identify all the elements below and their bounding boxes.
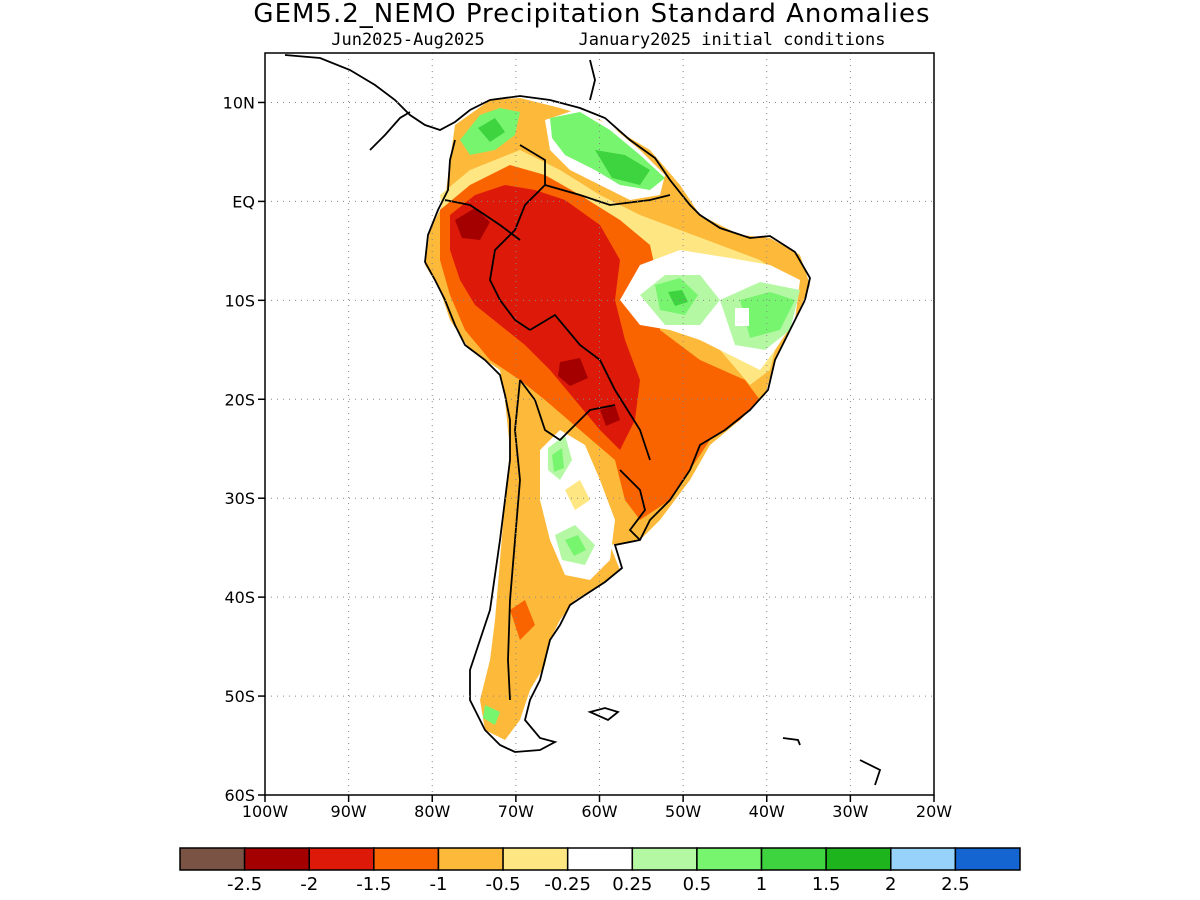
colorbar-swatch	[566, 847, 634, 871]
colorbar-swatch	[696, 847, 763, 871]
colorbar-swatch	[825, 847, 892, 871]
latitude-axis: 10N EQ 10S 20S 30S 40S 50S 60S	[223, 93, 265, 805]
anomaly-region-plus-0-5	[740, 292, 795, 338]
colorbar-swatch	[954, 847, 1021, 871]
longitude-tick-label: 20W	[916, 802, 952, 821]
colorbar-swatch	[437, 847, 504, 871]
country-border	[544, 184, 671, 206]
island-outline	[589, 59, 596, 101]
anomaly-region-minus-0-25	[565, 480, 590, 510]
colorbar-label: -0.25	[544, 874, 591, 895]
colorbar-swatch	[308, 847, 375, 871]
longitude-tick-label: 50W	[665, 802, 701, 821]
colorbar-label: -1	[429, 874, 447, 895]
map-panel: 10N EQ 10S 20S 30S 40S 50S 60S 100W 90W 80W 70W 60W…	[223, 52, 952, 821]
colorbar-label: 0.25	[612, 874, 652, 895]
latitude-tick-label: 10N	[223, 93, 255, 112]
anomaly-region-plus-0-5	[483, 705, 500, 725]
colorbar-label: 2	[885, 874, 896, 895]
map-title: GEM5.2_NEMO Precipitation Standard Anoma…	[253, 0, 930, 29]
colorbar-swatch	[179, 847, 246, 871]
latitude-tick-label: 50S	[224, 687, 255, 706]
longitude-tick-label: 90W	[331, 802, 367, 821]
initial-conditions: January2025 initial conditions	[578, 30, 885, 50]
island-outline	[587, 707, 620, 722]
colorbar-label: 2.5	[941, 874, 970, 895]
longitude-tick-label: 60W	[581, 802, 617, 821]
latitude-tick-label: 10S	[224, 291, 255, 310]
anomaly-region-minus-2	[600, 405, 620, 426]
island-outline	[859, 759, 882, 786]
latitude-tick-label: 20S	[224, 390, 255, 409]
colorbar-swatch	[631, 847, 698, 871]
latitude-tick-label: 40S	[224, 588, 255, 607]
country-border	[489, 144, 546, 331]
latitude-tick-label: 60S	[224, 786, 255, 805]
island-outline	[782, 737, 801, 746]
colorbar: -2.5 -2 -1.5 -1 -0.5 -0.25 0.25 0.5 1 1.5 2 2.5	[179, 847, 1021, 895]
forecast-period: Jun2025-Aug2025	[331, 30, 485, 50]
country-border	[444, 199, 521, 241]
longitude-tick-label: 40W	[749, 802, 785, 821]
graticule	[265, 53, 934, 795]
longitude-axis: 100W 90W 80W 70W 60W 50W 40W 30W 20W	[242, 795, 952, 821]
anomaly-field	[425, 98, 810, 740]
longitude-tick-label: 100W	[242, 802, 289, 821]
anomaly-region-plus-0-5	[552, 448, 564, 472]
anomaly-region-plus-0-5	[565, 535, 586, 556]
colorbar-label: -1.5	[356, 874, 391, 895]
colorbar-label: 1	[756, 874, 767, 895]
anomaly-region-plus-1	[478, 118, 505, 142]
country-border	[619, 469, 646, 541]
anomaly-region-minus-2	[558, 358, 588, 386]
colorbar-swatch	[373, 847, 440, 871]
colorbar-label: 0.5	[683, 874, 712, 895]
colorbar-swatch	[243, 847, 310, 871]
colorbar-label: 1.5	[812, 874, 841, 895]
latitude-tick-label: 30S	[224, 489, 255, 508]
country-border	[519, 379, 616, 442]
longitude-tick-label: 80W	[414, 802, 450, 821]
colorbar-label: -2.5	[227, 874, 262, 895]
colorbar-label: -2	[300, 874, 318, 895]
anomaly-region-neutral	[735, 308, 749, 326]
country-border	[507, 379, 521, 701]
colorbar-label: -0.5	[486, 874, 521, 895]
anomaly-region-plus-1	[595, 150, 650, 185]
anomaly-region-minus-1-5	[450, 185, 640, 450]
central-america-coast	[369, 111, 411, 151]
colorbar-swatch	[890, 847, 957, 871]
longitude-tick-label: 30W	[832, 802, 868, 821]
longitude-tick-label: 70W	[498, 802, 534, 821]
anomaly-region-minus-2	[455, 208, 490, 240]
latitude-tick-label: EQ	[232, 192, 255, 211]
colorbar-swatch	[502, 847, 569, 871]
colorbar-swatch	[760, 847, 827, 871]
anomaly-region-minus-1	[510, 600, 535, 640]
